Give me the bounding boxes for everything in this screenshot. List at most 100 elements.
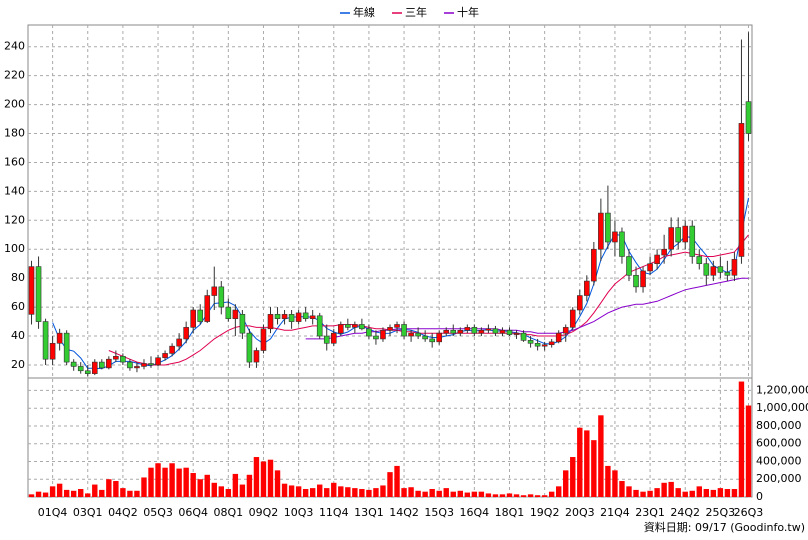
volume-bar bbox=[696, 486, 702, 497]
candle-body bbox=[225, 306, 232, 319]
candle-body bbox=[654, 254, 660, 265]
volume-bar bbox=[176, 468, 182, 497]
volume-bar bbox=[584, 430, 590, 497]
volume-bar bbox=[134, 490, 140, 497]
volume-bar bbox=[401, 488, 407, 497]
candle-body bbox=[647, 263, 653, 272]
candle-body bbox=[232, 309, 239, 319]
ma-line bbox=[52, 197, 749, 370]
candle-body bbox=[380, 329, 386, 340]
candle-body bbox=[49, 342, 56, 360]
volume-bar bbox=[563, 470, 569, 497]
volume-bar bbox=[541, 495, 548, 497]
y-tick-label: 20 bbox=[11, 358, 25, 371]
volume-bar bbox=[85, 493, 91, 497]
y-tick-label: 1,000,000 bbox=[756, 401, 808, 414]
candle-body bbox=[626, 256, 632, 276]
candle-body bbox=[176, 338, 182, 347]
volume-bar bbox=[724, 489, 731, 497]
volume-bar bbox=[267, 459, 274, 497]
candle-body bbox=[584, 280, 590, 296]
candle-body bbox=[246, 332, 253, 363]
volume-bar bbox=[513, 494, 520, 497]
candle-body bbox=[675, 227, 681, 243]
candle-body bbox=[408, 332, 414, 337]
candle-body bbox=[689, 225, 696, 257]
volume-bar bbox=[204, 474, 210, 497]
volume-bar bbox=[338, 486, 344, 497]
candle-body bbox=[612, 231, 618, 243]
y-tick-label: 80 bbox=[11, 271, 25, 284]
volume-bar bbox=[345, 487, 351, 497]
candle-body bbox=[738, 123, 745, 257]
candle-body bbox=[696, 256, 703, 265]
candle-body bbox=[527, 340, 534, 344]
candle-body bbox=[106, 358, 112, 369]
y-tick-label: 800,000 bbox=[756, 419, 802, 432]
volume-bar bbox=[731, 489, 738, 497]
volume-bar bbox=[295, 486, 302, 497]
candle-body bbox=[576, 295, 583, 311]
x-tick-label: 19Q2 bbox=[530, 506, 560, 519]
volume-bar bbox=[633, 489, 639, 497]
candle-body bbox=[492, 328, 499, 334]
candle-body bbox=[197, 309, 204, 322]
volume-bar bbox=[710, 489, 717, 497]
volume-bar bbox=[190, 473, 196, 497]
x-tick-label: 09Q2 bbox=[249, 506, 279, 519]
y-tick-label: 220 bbox=[4, 69, 25, 82]
candle-body bbox=[77, 366, 84, 372]
volume-bar bbox=[485, 493, 492, 497]
candle-body bbox=[113, 355, 119, 360]
candle-body bbox=[190, 309, 196, 328]
volume-bar bbox=[317, 484, 323, 497]
volume-bar bbox=[281, 483, 288, 497]
candle-body bbox=[288, 314, 295, 322]
candle-body bbox=[281, 314, 288, 319]
x-tick-label: 24Q2 bbox=[670, 506, 700, 519]
candle-body bbox=[717, 266, 724, 273]
candle-body bbox=[267, 314, 274, 330]
volume-bar bbox=[309, 488, 316, 497]
candle-body bbox=[513, 332, 520, 335]
x-tick-label: 18Q1 bbox=[495, 506, 525, 519]
candle-body bbox=[555, 332, 562, 343]
volume-bar bbox=[619, 481, 625, 497]
candle-body bbox=[239, 314, 246, 334]
volume-bar bbox=[49, 486, 56, 497]
candle-body bbox=[70, 361, 77, 367]
x-tick-label: 10Q3 bbox=[284, 506, 314, 519]
volume-bar bbox=[56, 483, 63, 497]
x-tick-label: 21Q4 bbox=[600, 506, 630, 519]
candle-body bbox=[471, 327, 478, 334]
candle-body bbox=[169, 345, 175, 354]
volume-bar bbox=[106, 479, 112, 497]
candle-body bbox=[330, 332, 337, 344]
volume-bar bbox=[738, 381, 745, 497]
volume-bar bbox=[239, 484, 246, 497]
candle-body bbox=[84, 370, 91, 374]
footnote: 資料日期: 09/17 (Goodinfo.tw) bbox=[644, 520, 805, 534]
candle-body bbox=[204, 295, 211, 322]
volume-bar bbox=[169, 463, 175, 497]
volume-bar bbox=[162, 467, 168, 497]
candle-body bbox=[155, 357, 161, 366]
candle-body bbox=[661, 248, 667, 256]
candle-body bbox=[352, 324, 358, 328]
volume-bar bbox=[99, 489, 105, 497]
x-tick-label: 01Q4 bbox=[38, 506, 68, 519]
y-tick-label: 100 bbox=[4, 242, 25, 255]
volume-bar bbox=[70, 490, 77, 497]
volume-bar bbox=[302, 489, 309, 497]
volume-bar bbox=[387, 472, 393, 497]
ma-line bbox=[108, 234, 749, 366]
volume-bar bbox=[443, 488, 449, 497]
volume-bar bbox=[324, 488, 330, 497]
candle-body bbox=[429, 338, 435, 343]
volume-bar bbox=[408, 487, 414, 497]
candle-body bbox=[99, 361, 105, 369]
volume-bar bbox=[471, 491, 478, 497]
candle-body bbox=[316, 315, 323, 337]
y-tick-label: 200,000 bbox=[756, 472, 802, 485]
y-tick-label: 0 bbox=[756, 490, 763, 503]
